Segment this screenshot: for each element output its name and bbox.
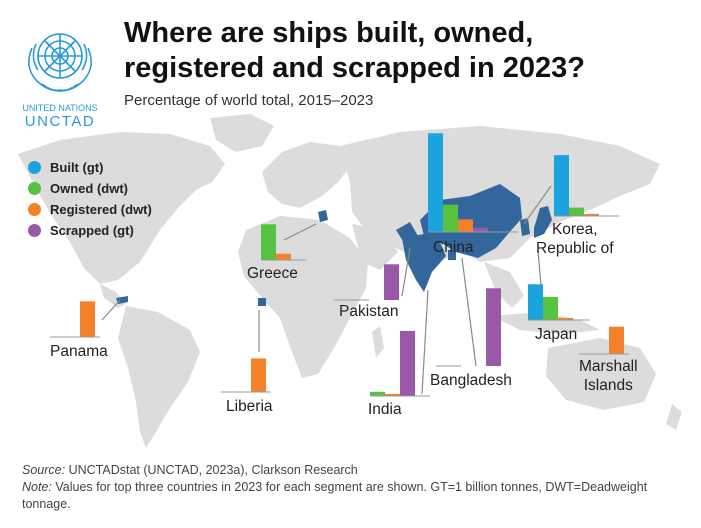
bar-china-built bbox=[428, 133, 443, 232]
legend-item-registered: Registered (dwt) bbox=[28, 199, 152, 220]
new-zealand-shape bbox=[666, 404, 682, 430]
source-text: UNCTADstat (UNCTAD, 2023a), Clarkson Res… bbox=[65, 463, 358, 477]
world-map bbox=[18, 114, 682, 448]
label-china: China bbox=[433, 239, 474, 256]
label-india: India bbox=[368, 401, 402, 418]
leader-panama bbox=[101, 299, 121, 321]
bar-panama-registered bbox=[80, 301, 95, 337]
legend-label-owned: Owned (dwt) bbox=[50, 181, 128, 196]
bangladesh-shape bbox=[448, 250, 456, 260]
korea-shape bbox=[520, 218, 530, 236]
bar-india-registered bbox=[385, 393, 400, 396]
bar-japan-owned bbox=[543, 296, 558, 320]
leader-bangladesh bbox=[461, 257, 477, 367]
bar-korea-republic-of-built bbox=[554, 155, 569, 216]
japan-shape bbox=[534, 206, 552, 238]
bar-india-owned bbox=[370, 391, 385, 396]
label-korea: Korea, Republic of bbox=[536, 220, 614, 258]
source-label: Source: bbox=[22, 463, 66, 477]
madagascar-shape bbox=[372, 326, 384, 358]
un-emblem-icon: UNITED NATIONS UNCTAD bbox=[22, 33, 98, 130]
bar-korea-republic-of-owned bbox=[569, 207, 584, 216]
north-america-shape bbox=[18, 132, 225, 284]
india-shape bbox=[402, 234, 446, 292]
bar-japan-registered bbox=[558, 317, 573, 320]
se-asia-shape bbox=[484, 262, 524, 308]
page-title: Where are ships built, owned, registered… bbox=[124, 16, 684, 86]
bar-india-scrapped bbox=[400, 330, 415, 396]
legend-label-registered: Registered (dwt) bbox=[50, 202, 152, 217]
bar-liberia-registered bbox=[251, 358, 266, 392]
label-liberia: Liberia bbox=[226, 398, 273, 415]
legend-dot-built bbox=[28, 161, 41, 174]
legend-dot-owned bbox=[28, 182, 41, 195]
title-line-1: Where are ships built, owned, bbox=[124, 17, 534, 49]
bar-bangladesh-scrapped bbox=[486, 288, 501, 366]
arabia-shape bbox=[352, 224, 398, 270]
chart-legend: Built (gt) Owned (dwt) Registered (dwt) … bbox=[28, 157, 152, 241]
pakistan-shape bbox=[396, 222, 418, 246]
indonesia-shape bbox=[492, 312, 600, 334]
label-korea-line2: Republic of bbox=[536, 240, 614, 257]
leader-japan bbox=[537, 249, 542, 287]
legend-item-owned: Owned (dwt) bbox=[28, 178, 152, 199]
label-panama: Panama bbox=[50, 343, 108, 360]
bar-china-scrapped bbox=[473, 227, 488, 232]
greece-shape bbox=[318, 210, 328, 222]
label-pakistan: Pakistan bbox=[339, 303, 399, 320]
leader-greece bbox=[283, 223, 317, 241]
legend-label-scrapped: Scrapped (gt) bbox=[50, 223, 134, 238]
bar-china-registered bbox=[458, 219, 473, 232]
footnote: Source: UNCTADstat (UNCTAD, 2023a), Clar… bbox=[22, 462, 682, 513]
europe-shape bbox=[262, 142, 352, 208]
legend-dot-scrapped bbox=[28, 224, 41, 237]
legend-item-scrapped: Scrapped (gt) bbox=[28, 220, 152, 241]
bar-greece-registered bbox=[276, 253, 291, 260]
org-line2: UNCTAD bbox=[25, 113, 95, 130]
bar-korea-republic-of-registered bbox=[584, 213, 599, 216]
leader-korea-republic-of bbox=[523, 185, 552, 225]
label-marshall-line2: Islands bbox=[583, 377, 633, 394]
leader-india bbox=[421, 289, 429, 395]
subtitle: Percentage of world total, 2015–2023 bbox=[124, 92, 374, 109]
org-line1: UNITED NATIONS bbox=[22, 103, 97, 113]
bar-marshall-islands-registered bbox=[609, 326, 624, 354]
label-marshall-islands: Marshall Islands bbox=[579, 357, 638, 395]
bar-japan-built bbox=[528, 284, 543, 320]
legend-label-built: Built (gt) bbox=[50, 160, 104, 175]
bar-china-owned bbox=[443, 204, 458, 232]
leader-pakistan bbox=[401, 247, 411, 297]
greenland-shape bbox=[210, 114, 274, 152]
label-greece: Greece bbox=[247, 265, 298, 282]
title-line-2: registered and scrapped in 2023? bbox=[124, 52, 585, 84]
legend-item-built: Built (gt) bbox=[28, 157, 152, 178]
legend-dot-registered bbox=[28, 203, 41, 216]
bar-pakistan-scrapped bbox=[384, 264, 399, 300]
label-korea-line1: Korea, bbox=[551, 221, 598, 238]
liberia-shape bbox=[258, 298, 266, 306]
south-america-shape bbox=[118, 306, 200, 448]
unctad-logo: UNITED NATIONS UNCTAD bbox=[14, 18, 106, 130]
label-japan: Japan bbox=[535, 326, 578, 343]
note-line: Note: Values for top three countries in … bbox=[22, 479, 682, 513]
note-label: Note: bbox=[22, 480, 52, 494]
source-line: Source: UNCTADstat (UNCTAD, 2023a), Clar… bbox=[22, 462, 682, 479]
australia-shape bbox=[546, 338, 656, 410]
bar-greece-owned bbox=[261, 224, 276, 260]
label-bangladesh: Bangladesh bbox=[430, 372, 512, 389]
note-text: Values for top three countries in 2023 f… bbox=[22, 480, 648, 511]
label-marshall-line1: Marshall bbox=[579, 358, 638, 375]
